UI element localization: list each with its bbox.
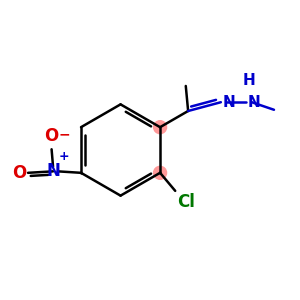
Text: Cl: Cl: [177, 193, 195, 211]
Text: +: +: [59, 149, 70, 163]
Text: H: H: [243, 73, 256, 88]
Text: O: O: [44, 127, 59, 145]
Text: −: −: [58, 127, 70, 141]
Text: O: O: [12, 164, 27, 182]
Text: N: N: [247, 95, 260, 110]
Text: N: N: [46, 162, 60, 180]
Text: N: N: [222, 95, 235, 110]
Circle shape: [154, 166, 166, 179]
Circle shape: [154, 121, 166, 134]
